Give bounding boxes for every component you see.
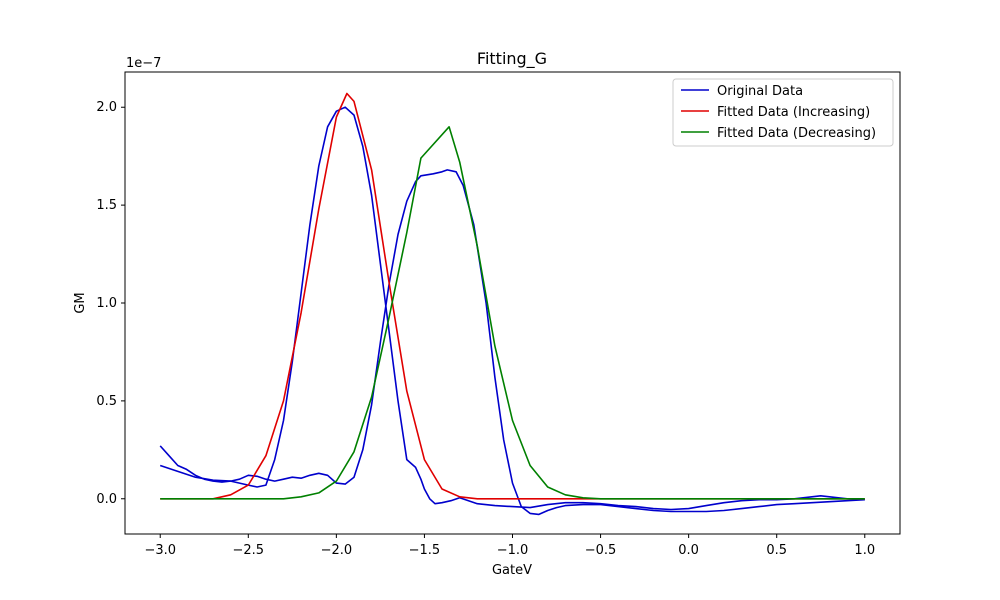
y-tick-label: 0.0 bbox=[96, 492, 117, 507]
x-axis: −3.0 −2.5 −2.0 −1.5 −1.0 −0.5 0.0 0.5 1.0 bbox=[144, 534, 875, 558]
y-tick-label: 2.0 bbox=[96, 100, 117, 115]
x-tick-label: −1.5 bbox=[409, 543, 441, 558]
legend: Original Data Fitted Data (Increasing) Fit… bbox=[672, 78, 894, 147]
x-tick-label: −1.0 bbox=[497, 543, 529, 558]
x-tick-label: 0.0 bbox=[678, 543, 699, 558]
y-tick-label: 1.0 bbox=[96, 296, 117, 311]
x-tick-label: −2.0 bbox=[321, 543, 353, 558]
y-axis-label: GM bbox=[73, 292, 88, 313]
x-tick-label: 0.5 bbox=[766, 543, 787, 558]
series-line-3 bbox=[160, 126, 865, 500]
y-tick-label: 0.5 bbox=[96, 394, 117, 409]
legend-label: Fitted Data (Decreasing) bbox=[717, 126, 876, 141]
legend-label: Original Data bbox=[717, 84, 803, 99]
x-tick-label: −0.5 bbox=[585, 543, 617, 558]
x-tick-label: 1.0 bbox=[854, 543, 875, 558]
y-offset-label: 1e−7 bbox=[126, 56, 161, 71]
chart-title: Fitting_G bbox=[477, 49, 547, 69]
y-axis: 0.0 0.5 1.0 1.5 2.0 bbox=[96, 100, 125, 507]
y-tick-label: 1.5 bbox=[96, 198, 117, 213]
legend-label: Fitted Data (Increasing) bbox=[717, 105, 870, 120]
series-line-0 bbox=[159, 169, 865, 516]
series-line-1 bbox=[159, 106, 865, 511]
x-tick-label: −2.5 bbox=[233, 543, 265, 558]
legend-box bbox=[672, 78, 894, 147]
series-layer bbox=[159, 92, 865, 516]
series-line-2 bbox=[160, 92, 865, 500]
x-axis-label: GateV bbox=[492, 563, 532, 578]
x-tick-label: −3.0 bbox=[144, 543, 176, 558]
